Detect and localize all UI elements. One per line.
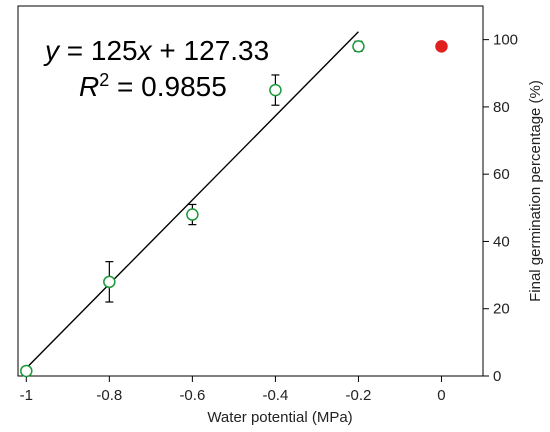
r-squared-value: = 0.9855 — [109, 71, 227, 102]
x-tick-label: -0.2 — [346, 387, 372, 404]
y-tick-label: 100 — [493, 32, 518, 49]
equation-line-2: R2 = 0.9855 — [79, 70, 227, 102]
r-squared-exponent: 2 — [99, 70, 109, 90]
y-tick-label: 40 — [493, 233, 510, 250]
regression-line — [25, 31, 359, 369]
data-point-open — [103, 275, 116, 289]
y-tick-label: 80 — [493, 99, 510, 116]
r-squared-symbol: R — [79, 71, 99, 102]
y-tick-label: 20 — [493, 301, 510, 318]
x-tick-label: -0.8 — [96, 387, 122, 404]
data-points — [20, 40, 448, 378]
x-axis-title: Water potential (MPa) — [207, 409, 352, 426]
data-point-open — [20, 364, 33, 378]
data-point-open — [352, 40, 365, 53]
x-tick-label: -1 — [20, 387, 33, 404]
y-tick-label: 60 — [493, 166, 510, 183]
y-tick-label: 0 — [493, 368, 501, 385]
x-tick-label: -0.4 — [262, 387, 288, 404]
equation-intercept: + 127.33 — [152, 35, 270, 66]
x-axis-ticks: -1 -0.8 -0.6 -0.4 -0.2 0 — [20, 376, 446, 404]
data-point-filled — [435, 40, 448, 53]
regression-line-group — [25, 31, 359, 369]
equation-slope: = 125 — [59, 35, 138, 66]
x-tick-label: 0 — [437, 387, 445, 404]
y-axis-ticks: 0 20 40 60 80 100 — [483, 32, 518, 385]
data-point-open — [186, 208, 199, 221]
equation-line-1: y = 125x + 127.33 — [43, 35, 269, 66]
x-tick-label: -0.6 — [179, 387, 205, 404]
y-axis-title: Final germination percentage (%) — [527, 80, 544, 302]
equation-x-var: x — [136, 35, 153, 66]
data-point-open — [269, 83, 282, 97]
plot-frame — [17, 5, 484, 377]
equation-y-var: y — [43, 35, 61, 66]
